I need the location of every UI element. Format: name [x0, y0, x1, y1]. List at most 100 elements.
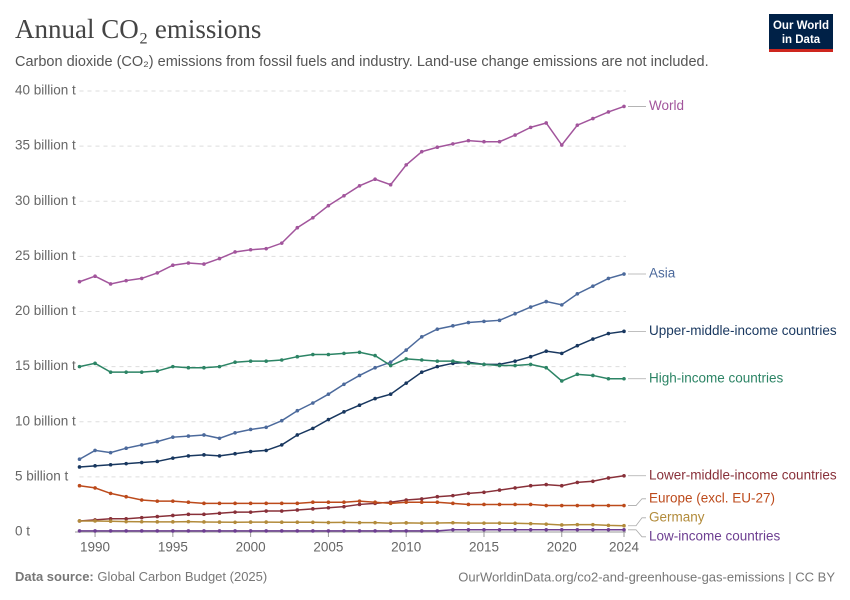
data-point	[202, 501, 206, 506]
data-point	[155, 369, 160, 373]
data-point	[373, 520, 377, 525]
data-point	[575, 527, 580, 532]
data-point	[513, 133, 517, 137]
data-point	[217, 454, 222, 458]
data-point	[591, 116, 595, 121]
data-point	[388, 182, 393, 187]
data-point	[155, 520, 160, 524]
data-point	[108, 370, 113, 374]
data-point	[77, 457, 82, 462]
data-point	[575, 292, 580, 296]
data-point	[435, 359, 440, 363]
data-point	[497, 139, 502, 144]
data-point	[77, 364, 82, 369]
data-point	[419, 497, 424, 501]
data-point	[124, 516, 128, 521]
data-point	[591, 373, 595, 378]
series-line	[79, 484, 624, 507]
data-point	[311, 215, 315, 220]
data-point	[606, 276, 611, 281]
source: Global Carbon Budget (2025)	[97, 569, 267, 584]
series-label: Low-income countries	[649, 528, 781, 543]
data-point	[93, 464, 97, 468]
data-point	[342, 410, 346, 414]
data-point	[264, 448, 268, 453]
data-point	[373, 365, 377, 370]
series-line	[79, 105, 625, 285]
data-point	[528, 125, 533, 130]
data-point	[466, 361, 471, 366]
data-point	[217, 511, 222, 516]
y-tick-label: 5 billion t	[15, 468, 69, 483]
data-point	[451, 324, 455, 328]
data-point	[606, 527, 611, 532]
data-point	[139, 276, 144, 281]
data-point	[311, 401, 315, 405]
data-point	[264, 520, 268, 524]
data-point	[388, 360, 393, 365]
y-tick-label: 0 t	[15, 524, 30, 539]
data-point	[419, 149, 424, 154]
data-point	[233, 510, 237, 514]
data-point	[388, 501, 393, 506]
logo-text: in Data	[782, 34, 821, 46]
series-line	[79, 475, 625, 522]
data-point	[248, 529, 253, 533]
data-point	[326, 529, 331, 533]
data-point	[513, 363, 517, 368]
data-point	[497, 363, 502, 368]
data-point	[279, 520, 284, 524]
data-point	[528, 305, 533, 309]
data-point	[606, 523, 611, 528]
data-point	[248, 520, 253, 524]
data-point	[419, 335, 424, 339]
data-point	[357, 184, 362, 188]
y-tick-label: 10 billion t	[15, 413, 76, 428]
data-point	[77, 483, 82, 488]
data-point	[326, 520, 331, 525]
data-point	[93, 274, 97, 279]
data-point	[124, 278, 128, 283]
data-point	[342, 382, 346, 387]
data-point	[279, 241, 284, 245]
data-point	[622, 272, 626, 276]
data-point	[108, 491, 113, 496]
data-point	[342, 504, 346, 509]
footer-source: Data source: Global Carbon Budget (2025)	[15, 569, 267, 584]
data-point	[186, 519, 191, 524]
data-point	[559, 303, 564, 307]
x-tick-label: 1990	[80, 540, 110, 555]
data-point	[279, 418, 284, 423]
data-point	[404, 529, 409, 533]
data-point	[513, 359, 517, 363]
y-tick-label: 25 billion t	[15, 248, 76, 263]
data-point	[326, 417, 331, 422]
data-point	[606, 476, 611, 480]
data-point	[342, 520, 346, 525]
data-point	[326, 203, 331, 208]
data-point	[124, 519, 128, 524]
data-point	[139, 443, 144, 447]
data-point	[591, 337, 595, 341]
data-point	[404, 381, 409, 385]
x-tick-label: 2005	[313, 540, 343, 555]
data-point	[124, 446, 128, 451]
data-point	[357, 520, 362, 525]
data-point	[419, 529, 424, 533]
leader-line	[628, 517, 646, 527]
data-point	[575, 480, 580, 485]
series-label: Germany	[649, 509, 705, 524]
data-point	[559, 379, 564, 383]
data-point	[622, 329, 626, 334]
data-point	[451, 142, 455, 146]
data-point	[279, 358, 284, 362]
data-point	[622, 523, 626, 528]
data-point	[513, 527, 517, 532]
data-point	[575, 503, 580, 508]
data-point	[373, 500, 377, 505]
logo-bar	[769, 49, 833, 52]
data-point	[606, 376, 611, 381]
data-point	[326, 500, 331, 505]
data-point	[311, 500, 315, 505]
data-point	[591, 522, 595, 527]
